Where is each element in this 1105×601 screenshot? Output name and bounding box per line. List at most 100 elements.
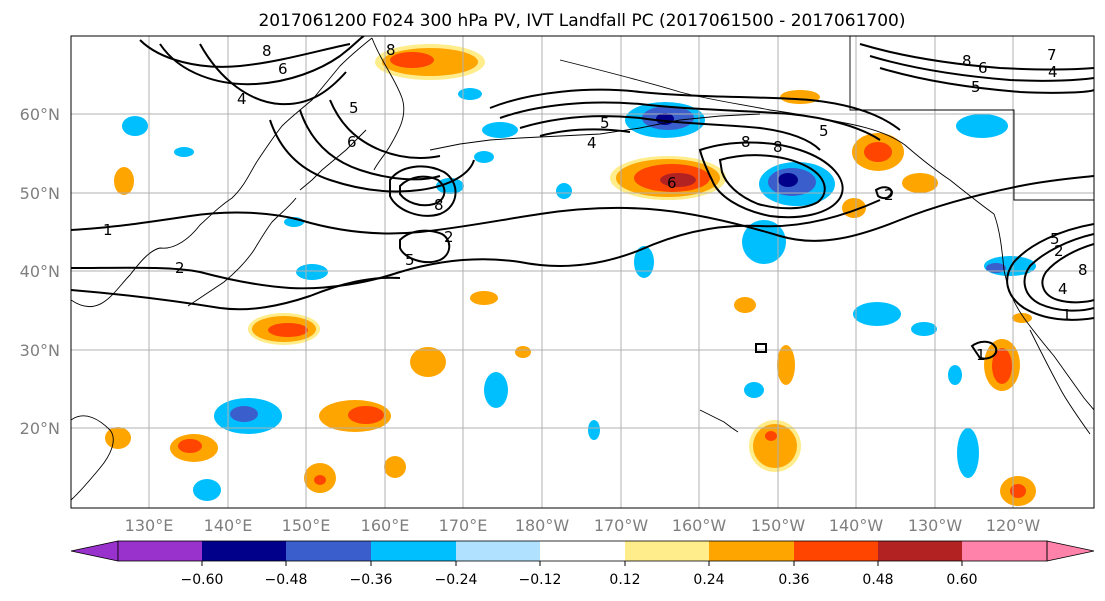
- contour-label: 4: [237, 90, 247, 108]
- pv-positive-blob: [864, 142, 892, 162]
- colorbar-segment: [118, 541, 202, 561]
- contour-label: 8: [386, 41, 396, 59]
- contour-label: 1: [1062, 306, 1072, 324]
- colorbar-tick-label: −0.48: [265, 572, 308, 588]
- map-frame: [70, 35, 1095, 509]
- contour-label: 8: [262, 42, 272, 60]
- pv-negative-blob: [174, 147, 194, 157]
- lon-label: 170°E: [439, 516, 488, 535]
- pv-positive-blob: [992, 348, 1012, 384]
- colorbar-tick-label: −0.24: [435, 572, 478, 588]
- pv-positive-blob: [410, 347, 446, 377]
- contour-line: [71, 276, 401, 311]
- contour-line: [970, 340, 998, 360]
- pv-positive-blob: [268, 323, 308, 337]
- contour-line: [499, 101, 881, 141]
- contour-label: 5: [349, 99, 359, 117]
- pv-positive-blob: [384, 456, 406, 478]
- contour-label: 6: [978, 59, 988, 77]
- pv-positive-blob: [178, 439, 202, 453]
- pv-negative-blob: [853, 302, 901, 326]
- contour-line: [869, 55, 1094, 82]
- contour-label: 5: [971, 78, 981, 96]
- lat-label: 60°N: [20, 105, 60, 124]
- north-america-west-coast: [993, 213, 1094, 411]
- contour-label: 1: [976, 346, 986, 364]
- latitude-labels: 60°N 50°N 40°N 30°N 20°N: [20, 105, 60, 438]
- pv-positive-blob: [470, 291, 498, 305]
- contour-label: 7: [1047, 46, 1057, 64]
- contour-label: 6: [278, 60, 288, 78]
- coastlines: [71, 36, 1094, 501]
- contour-line: [329, 99, 441, 159]
- contour-label: 8: [1078, 261, 1088, 279]
- colorbar-segment: [878, 541, 962, 561]
- contour-line: [718, 154, 826, 210]
- contour-label: 5: [405, 251, 415, 269]
- colorbar-segment: [540, 541, 625, 561]
- pv-positive-blob: [777, 345, 795, 385]
- asia-coast: [71, 37, 373, 307]
- pv-positive-blob: [765, 431, 777, 441]
- contour-label: 8: [773, 138, 783, 156]
- contour-line: [1006, 223, 1094, 321]
- lon-label: 120°W: [986, 516, 1041, 535]
- contour-line: [199, 43, 347, 106]
- pv-negative-blob: [634, 246, 654, 278]
- colorbar-segment: [371, 541, 456, 561]
- pv-negative-blob: [436, 178, 464, 194]
- contour-line: [71, 199, 881, 290]
- pv-negative-blob: [296, 264, 328, 280]
- hawaii-islands: [699, 409, 739, 433]
- colorbar-extend-high: [1046, 540, 1095, 562]
- kamchatka-coast: [371, 37, 405, 171]
- contour-label: 4: [1058, 280, 1068, 298]
- pv-negative-blob: [474, 151, 494, 163]
- contour-labels: 1 2 8 6 4 5 6 8 5 5 4 8 5 8 6 4 5: [103, 41, 1088, 364]
- contour-line: [389, 165, 457, 217]
- pv-positive-blob: [734, 297, 756, 313]
- colorbar-tick-label: −0.60: [181, 572, 224, 588]
- contour-line: [159, 36, 365, 86]
- pv-positive-blob: [902, 173, 938, 193]
- china-coast: [71, 415, 114, 501]
- pv-negative-blob: [778, 173, 798, 187]
- contour-label: 6: [347, 133, 357, 151]
- pv-positive-blob: [660, 173, 696, 187]
- inset-box: [849, 36, 1094, 201]
- contour-label: 2: [884, 186, 894, 204]
- contour-label: 4: [587, 134, 597, 152]
- colorbar-segment: [625, 541, 709, 561]
- pv-positive-blob: [1010, 484, 1026, 498]
- pv-positive-blob: [105, 427, 131, 449]
- contour-line: [299, 109, 441, 181]
- contour-line: [269, 119, 475, 193]
- pv-positive-blob: [390, 52, 434, 68]
- contour-label: 8: [962, 52, 972, 70]
- contour-label: 1: [103, 221, 113, 239]
- contour-line: [874, 186, 894, 200]
- lat-label: 20°N: [20, 419, 60, 438]
- contour-label: 8: [741, 133, 751, 151]
- pv-negative-blob: [744, 382, 764, 398]
- graticule: [71, 36, 1094, 508]
- contour-label: 8: [434, 196, 444, 214]
- contour-label: 5: [1050, 230, 1060, 248]
- contour-line: [859, 43, 1094, 71]
- colorbar: −0.60 −0.48 −0.36 −0.24 −0.12 0.12 0.24 …: [70, 540, 1095, 588]
- contour-line: [71, 175, 1094, 242]
- contour-label: 2: [1054, 242, 1064, 260]
- aleutian-islands: [429, 113, 761, 151]
- lon-label: 140°W: [829, 516, 884, 535]
- lon-label: 130°E: [125, 516, 174, 535]
- figure-title: 2017061200 F024 300 hPa PV, IVT Landfall…: [258, 11, 905, 31]
- colorbar-segment: [286, 541, 371, 561]
- pv-negative-blob: [948, 365, 962, 385]
- baja-coast: [1029, 329, 1091, 435]
- pv-negative-blob: [122, 116, 148, 136]
- contour-line: [879, 67, 1094, 94]
- pv-positive-blob: [753, 424, 797, 468]
- pv-negative-blob: [556, 183, 572, 199]
- contour-line: [1041, 243, 1094, 304]
